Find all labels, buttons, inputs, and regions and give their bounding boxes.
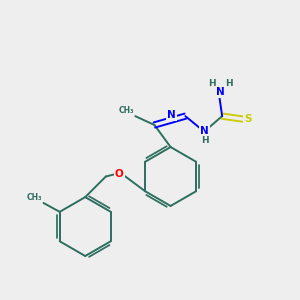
Text: N: N	[167, 110, 176, 120]
Text: N: N	[216, 87, 225, 97]
Text: S: S	[244, 114, 252, 124]
Text: H: H	[208, 79, 216, 88]
Text: N: N	[200, 126, 209, 136]
Text: H: H	[201, 136, 208, 145]
Text: CH₃: CH₃	[27, 193, 42, 202]
Text: H: H	[225, 79, 232, 88]
Text: CH₃: CH₃	[118, 106, 134, 115]
Text: O: O	[115, 169, 124, 178]
